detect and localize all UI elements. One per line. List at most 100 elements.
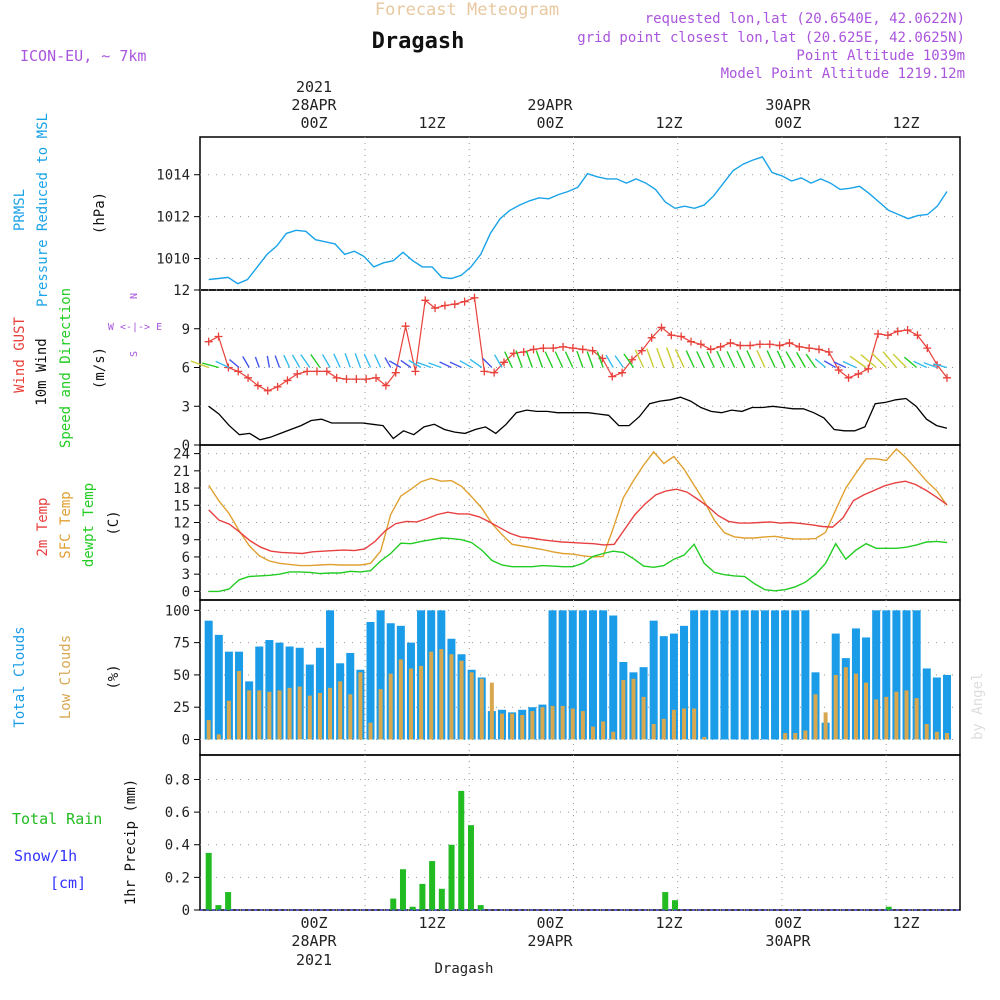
low-cloud-bar bbox=[601, 721, 606, 740]
wind-direction-arrow bbox=[525, 350, 533, 368]
bottom-time-label: 12Z bbox=[418, 914, 445, 932]
rain-bar bbox=[477, 905, 484, 910]
wind-direction-arrow bbox=[785, 351, 796, 368]
wind-direction-arrow bbox=[656, 347, 665, 368]
low-cloud-bar bbox=[297, 686, 302, 740]
gust-marker bbox=[204, 337, 213, 346]
wind-direction-arrow bbox=[449, 361, 462, 369]
gust-marker bbox=[470, 293, 479, 302]
gust-marker bbox=[706, 345, 715, 354]
gust-marker bbox=[746, 341, 755, 350]
top-time-label: 12Z bbox=[418, 114, 445, 132]
low-cloud-bar bbox=[317, 693, 322, 740]
total-cloud-bar bbox=[801, 610, 810, 740]
gust-marker bbox=[726, 338, 735, 347]
gust-marker bbox=[775, 341, 784, 350]
gust-marker bbox=[391, 368, 400, 377]
dewpt-label: dewpt Temp bbox=[81, 483, 97, 567]
wind-direction-arrow bbox=[363, 353, 372, 368]
total-cloud-bar bbox=[872, 610, 881, 740]
total-cloud-bar bbox=[326, 610, 335, 740]
low-cloud-bar bbox=[267, 691, 272, 740]
wind-direction-arrow bbox=[291, 354, 301, 368]
low-cloud-bar bbox=[793, 733, 798, 740]
gust-marker bbox=[874, 329, 883, 338]
wind-panel-frame bbox=[199, 289, 961, 446]
wind-direction-arrow bbox=[756, 349, 766, 368]
gust-marker bbox=[411, 367, 420, 376]
snow-unit: [cm] bbox=[50, 874, 86, 892]
bottom-time-label: 12Z bbox=[655, 914, 682, 932]
low-cloud-bar bbox=[358, 672, 363, 740]
location-title: Dragash bbox=[372, 29, 465, 54]
pressure-panel-frame bbox=[199, 136, 961, 291]
wind-direction-arrow bbox=[766, 350, 776, 368]
gust-marker bbox=[677, 332, 686, 341]
point-altitude: Point Altitude 1039m bbox=[796, 48, 965, 64]
low-cloud-bar bbox=[439, 649, 444, 740]
low-cloud-bar bbox=[914, 698, 919, 740]
low-cloud-bar bbox=[510, 713, 515, 740]
gust-marker bbox=[637, 346, 646, 355]
gust-marker bbox=[883, 331, 892, 340]
temp-panel-frame bbox=[199, 444, 961, 601]
gust-marker bbox=[263, 386, 272, 395]
gust-marker bbox=[687, 337, 696, 346]
wind-direction-arrow bbox=[190, 360, 209, 369]
wind-direction-arrow bbox=[646, 348, 655, 368]
low-cloud-bar bbox=[378, 689, 383, 740]
rain-bar bbox=[662, 892, 669, 910]
low-cloud-bar bbox=[530, 711, 535, 740]
total-cloud-bar bbox=[265, 640, 274, 740]
low-cloud-bar bbox=[864, 682, 869, 740]
low-cloud-bar bbox=[934, 731, 939, 740]
temp2m-line bbox=[208, 480, 948, 555]
gust-marker bbox=[539, 344, 548, 353]
gust-marker bbox=[805, 344, 814, 353]
sfc-temp-label: SFC Temp bbox=[58, 491, 74, 558]
gust-marker bbox=[667, 331, 676, 340]
total-cloud-bar bbox=[659, 636, 668, 740]
total-cloud-bar bbox=[750, 610, 759, 740]
temp-panel-tick-label: 24 bbox=[173, 447, 190, 463]
gust-marker bbox=[942, 373, 951, 382]
low-cloud-bar bbox=[459, 660, 464, 740]
low-cloud-bar bbox=[429, 651, 434, 740]
total-cloud-bar bbox=[720, 610, 729, 740]
gust-marker bbox=[440, 301, 449, 310]
total-cloud-bar bbox=[791, 610, 800, 740]
precip-unit: 1hr Precip (mm) bbox=[123, 779, 139, 905]
compass-south: S bbox=[129, 351, 140, 357]
wind-direction-arrow bbox=[882, 351, 897, 368]
wind-direction-arrow bbox=[586, 351, 594, 368]
low-cloud-bar bbox=[226, 700, 231, 740]
wind-direction-arrow bbox=[535, 350, 544, 368]
wind-direction-arrow bbox=[871, 352, 887, 368]
gust-line bbox=[208, 296, 948, 392]
wind-direction-arrow bbox=[333, 353, 341, 368]
low-cloud-bar bbox=[631, 678, 636, 740]
temp-panel-tick-label: 21 bbox=[173, 464, 190, 480]
wind-direction-arrow bbox=[623, 353, 635, 368]
footer-location: Dragash bbox=[434, 961, 493, 977]
low-clouds-label: Low Clouds bbox=[58, 635, 74, 719]
wind-direction-arrow bbox=[439, 361, 452, 369]
pressure-label-long: Pressure Reduced to MSL bbox=[35, 113, 51, 307]
wind-direction-arrow bbox=[274, 355, 281, 368]
plot-area: 1010101210140369120369121518212402550751… bbox=[156, 136, 961, 919]
rain-bar bbox=[448, 844, 455, 910]
low-cloud-bar bbox=[924, 724, 929, 740]
temp-panel-tick-label: 3 bbox=[182, 567, 190, 583]
wind-direction-arrow bbox=[300, 354, 311, 368]
total-cloud-bar bbox=[366, 621, 375, 740]
low-cloud-bar bbox=[651, 724, 656, 740]
gust-marker bbox=[785, 338, 794, 347]
wind-direction-arrow bbox=[833, 361, 847, 369]
gust-marker bbox=[273, 382, 282, 391]
wind-direction-arrow bbox=[746, 350, 756, 368]
gust-marker bbox=[401, 322, 410, 331]
gust-marker bbox=[529, 345, 538, 354]
rain-bar bbox=[390, 898, 397, 910]
